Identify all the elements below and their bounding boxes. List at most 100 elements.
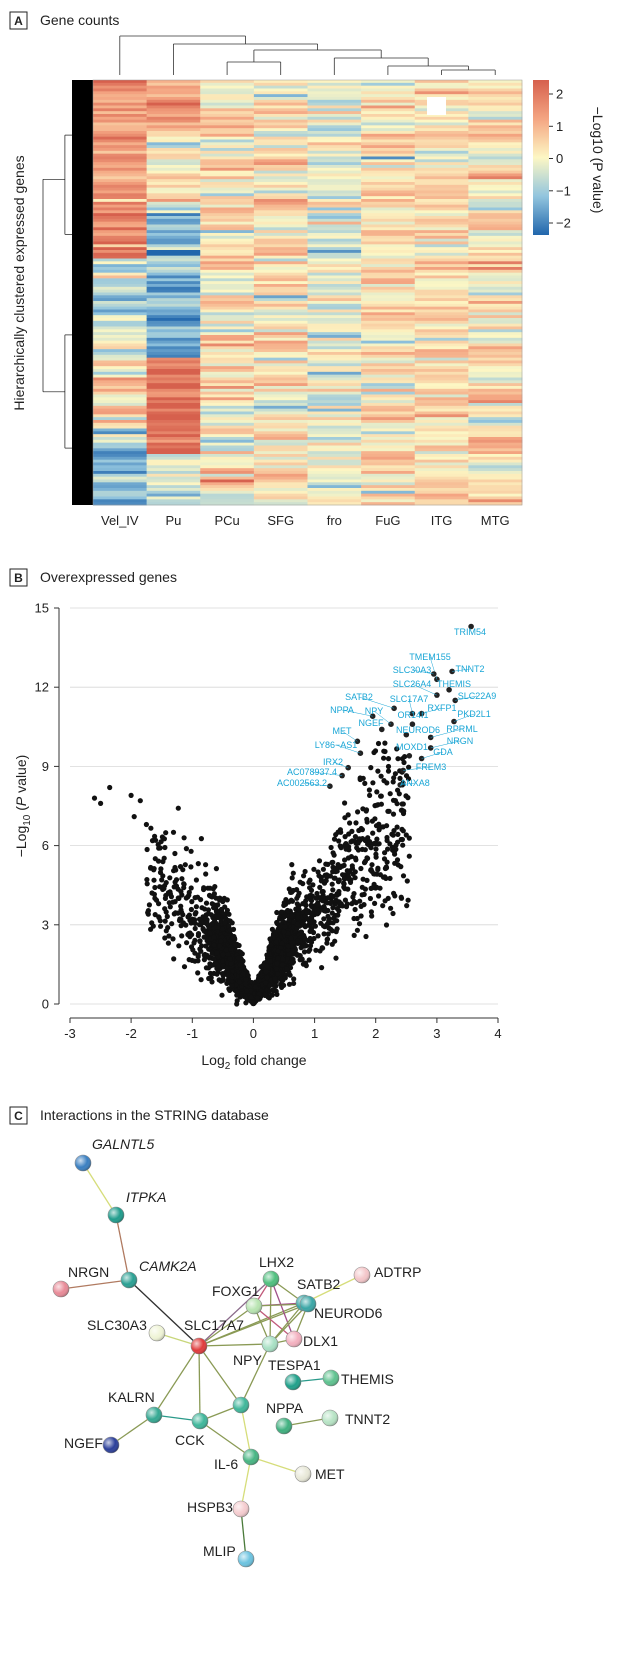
heatmap-cell	[307, 275, 362, 279]
volcano-point	[295, 893, 301, 899]
heatmap-cell	[361, 428, 416, 432]
heatmap-cell	[468, 394, 523, 398]
heatmap-cell	[307, 252, 362, 257]
heatmap-cell	[307, 190, 362, 194]
heatmap-cell	[146, 165, 201, 169]
heatmap-cell	[200, 133, 255, 138]
heatmap-cell	[93, 94, 148, 98]
heatmap-cell	[307, 156, 362, 160]
heatmap-cell	[200, 150, 255, 155]
volcano-point	[289, 875, 295, 881]
heatmap-cell	[200, 122, 255, 126]
heatmap-cell	[361, 366, 416, 370]
heatmap-cell	[361, 221, 416, 225]
heatmap-cell	[93, 116, 148, 121]
heatmap-cell	[200, 309, 255, 313]
heatmap-cell	[200, 173, 255, 177]
heatmap-cell	[468, 247, 523, 251]
heatmap-cell	[146, 369, 201, 373]
heatmap-cell	[93, 233, 148, 237]
heatmap-cell	[361, 275, 416, 279]
heatmap-cell	[200, 210, 255, 214]
heatmap-cell	[414, 91, 469, 95]
heatmap-cell	[361, 397, 416, 401]
heatmap-cell	[307, 207, 362, 211]
heatmap-cell	[361, 131, 416, 135]
heatmap-cell	[361, 142, 416, 146]
heatmap-cell	[146, 414, 201, 418]
heatmap-cell	[414, 131, 469, 135]
volcano-point	[226, 911, 232, 917]
heatmap-cell	[200, 493, 255, 497]
volcano-point	[217, 897, 223, 903]
heatmap-cell	[146, 233, 201, 237]
heatmap-cell	[414, 329, 469, 333]
heatmap-cell	[93, 261, 148, 265]
heatmap-cell	[361, 136, 416, 140]
heatmap-cell	[468, 482, 523, 486]
heatmap-cell	[93, 456, 148, 461]
heatmap-cell	[414, 377, 469, 381]
heatmap-cell	[468, 167, 523, 172]
heatmap-cell	[200, 383, 255, 387]
heatmap-cell	[146, 363, 201, 367]
heatmap-cell	[468, 371, 523, 376]
heatmap-cell	[361, 139, 416, 143]
heatmap-cell	[414, 352, 469, 356]
heatmap-cell	[361, 306, 416, 310]
heatmap-cell	[468, 128, 523, 132]
volcano-point	[249, 999, 255, 1006]
heatmap-cell	[253, 179, 308, 183]
heatmap-cell	[146, 329, 201, 333]
heatmap-cell	[307, 451, 362, 455]
heatmap-cell	[253, 131, 308, 135]
heatmap-cell	[468, 88, 523, 92]
heatmap-cell	[93, 148, 148, 152]
heatmap-cell	[414, 264, 469, 268]
heatmap-cell	[200, 252, 255, 257]
heatmap-cell	[253, 210, 308, 214]
heatmap-cell	[468, 111, 523, 115]
volcano-point	[267, 936, 273, 942]
volcano-point	[237, 962, 243, 969]
heatmap-cell	[361, 286, 416, 291]
heatmap-cell	[361, 289, 416, 293]
heatmap-cell	[93, 445, 148, 449]
heatmap-cell	[200, 482, 255, 486]
heatmap-cell	[307, 216, 362, 220]
heatmap-cell	[468, 230, 523, 234]
heatmap-cell	[146, 456, 201, 461]
heatmap-cell	[361, 388, 416, 393]
heatmap-cell	[93, 309, 148, 313]
heatmap-cell	[307, 502, 362, 506]
heatmap-cell	[414, 167, 469, 172]
heatmap-cell	[361, 184, 416, 189]
heatmap-cell	[253, 354, 308, 359]
heatmap-cell	[414, 272, 469, 276]
heatmap-cell	[253, 264, 308, 268]
heatmap-cell	[414, 210, 469, 214]
heatmap-cell	[414, 221, 469, 225]
heatmap-cell	[253, 142, 308, 146]
volcano-point	[291, 976, 297, 982]
colorbar-tick-label: 0	[556, 151, 563, 166]
heatmap-cell	[146, 125, 201, 129]
heatmap-cell	[93, 488, 148, 492]
heatmap-cell	[200, 417, 255, 421]
heatmap-cell	[307, 445, 362, 449]
heatmap-cell	[307, 428, 362, 432]
heatmap-cell	[468, 170, 523, 174]
heatmap-cell	[200, 267, 255, 271]
heatmap-cell	[361, 91, 416, 95]
heatmap-cell	[93, 420, 148, 424]
heatmap-cell	[200, 337, 255, 342]
heatmap-cell	[307, 499, 362, 503]
heatmap-cell	[253, 267, 308, 271]
heatmap-cell	[361, 218, 416, 223]
heatmap-cell	[253, 488, 308, 492]
heatmap-cell	[200, 386, 255, 390]
heatmap-cell	[414, 275, 469, 279]
colorbar-tick-label: 2	[556, 87, 563, 102]
heatmap-cell	[200, 108, 255, 112]
heatmap-cell	[146, 97, 201, 101]
